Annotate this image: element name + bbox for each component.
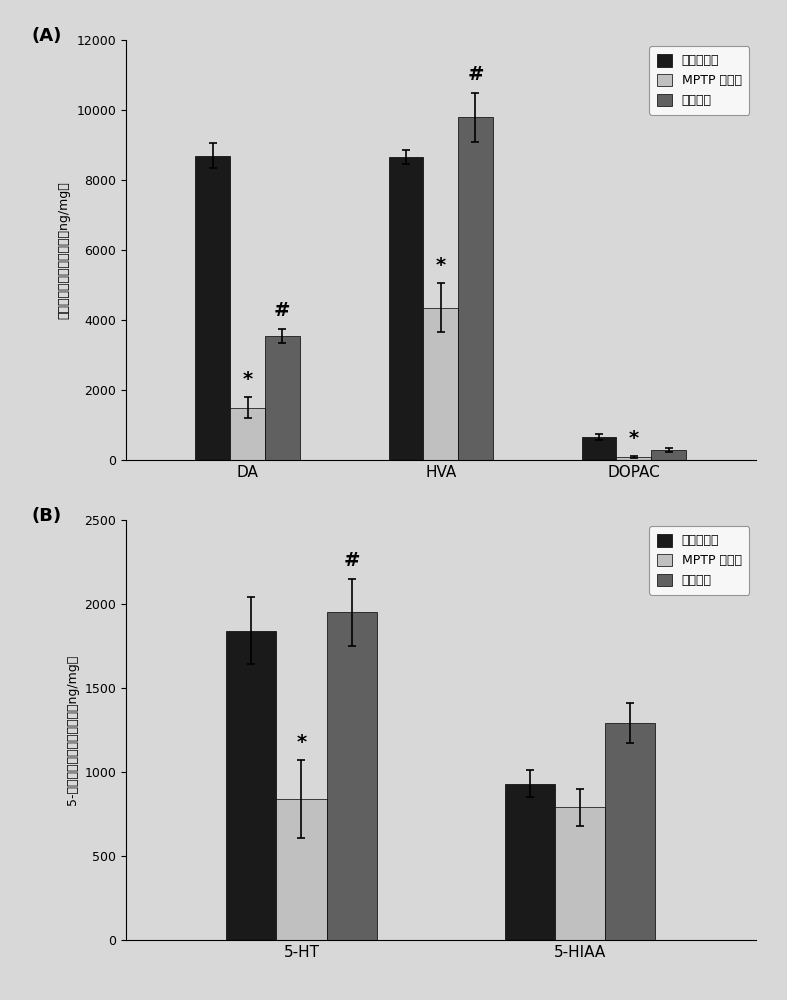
Bar xyxy=(555,807,605,940)
Bar xyxy=(423,308,458,460)
Text: *: * xyxy=(297,733,306,752)
Bar xyxy=(582,437,616,460)
Bar xyxy=(231,408,265,460)
Bar xyxy=(226,631,276,940)
Y-axis label: 5-羟色胺及其代谢产物水平（ng/mg）: 5-羟色胺及其代谢产物水平（ng/mg） xyxy=(66,655,79,805)
Bar xyxy=(276,799,327,940)
Y-axis label: 多巴胺及其代谢产物水平（ng/mg）: 多巴胺及其代谢产物水平（ng/mg） xyxy=(57,181,71,319)
Bar xyxy=(504,784,555,940)
Text: #: # xyxy=(343,551,360,570)
Bar xyxy=(651,450,686,460)
Bar xyxy=(458,117,493,460)
Text: *: * xyxy=(242,370,253,389)
Text: (B): (B) xyxy=(31,507,61,525)
Text: (A): (A) xyxy=(31,27,62,45)
Bar xyxy=(195,155,231,460)
Legend: 正常对照组, MPTP 模型组, 黄芩素组: 正常对照组, MPTP 模型组, 黄芩素组 xyxy=(649,526,749,595)
Bar xyxy=(616,457,651,460)
Bar xyxy=(605,723,656,940)
Text: #: # xyxy=(274,301,290,320)
Text: *: * xyxy=(436,256,445,275)
Bar xyxy=(265,336,300,460)
Text: *: * xyxy=(629,429,639,448)
Legend: 正常对照组, MPTP 模型组, 黄芩素组: 正常对照组, MPTP 模型组, 黄芩素组 xyxy=(649,46,749,115)
Bar xyxy=(327,612,377,940)
Text: #: # xyxy=(467,65,484,84)
Bar xyxy=(389,157,423,460)
